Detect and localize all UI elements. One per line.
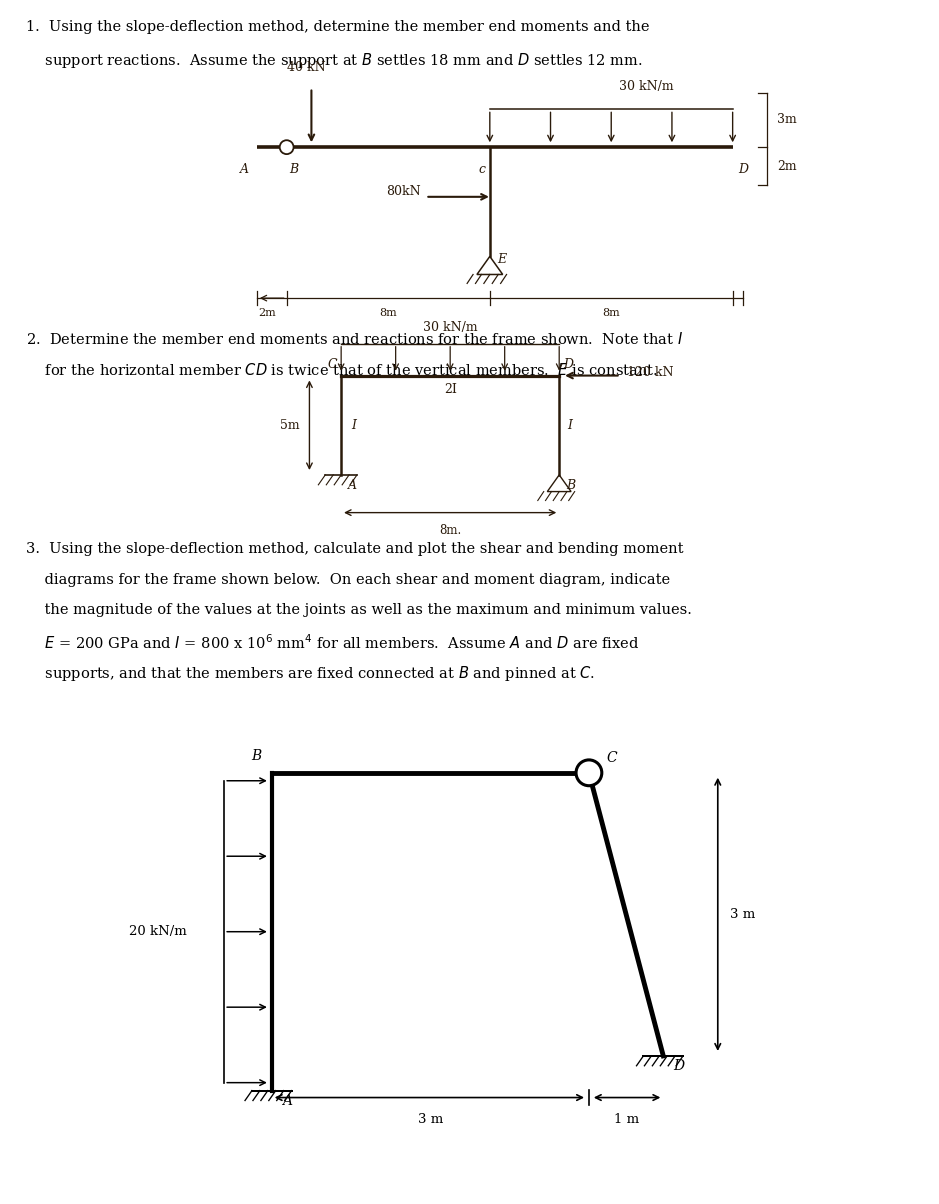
Text: 30 kN/m: 30 kN/m [423, 321, 478, 334]
Text: 3.  Using the slope-deflection method, calculate and plot the shear and bending : 3. Using the slope-deflection method, ca… [26, 543, 684, 556]
Text: 8m.: 8m. [439, 524, 461, 537]
Text: diagrams for the frame shown below.  On each shear and moment diagram, indicate: diagrams for the frame shown below. On e… [26, 573, 670, 586]
Text: 1 m: 1 m [613, 1114, 639, 1127]
Text: 3 m: 3 m [730, 908, 755, 921]
Text: B: B [252, 749, 262, 763]
Text: 30 kN/m: 30 kN/m [619, 79, 673, 93]
Text: support reactions.  Assume the support at $B$ settles 18 mm and $D$ settles 12 m: support reactions. Assume the support at… [26, 51, 642, 70]
Text: 2I: 2I [444, 383, 456, 396]
Text: E: E [497, 253, 506, 266]
Text: A: A [240, 163, 249, 176]
Text: D: D [739, 163, 748, 176]
Text: 2m: 2m [258, 308, 276, 318]
Text: C: C [328, 358, 337, 371]
Text: B: B [289, 163, 299, 176]
Text: D: D [673, 1058, 685, 1073]
Text: A: A [282, 1093, 292, 1108]
Text: C: C [607, 751, 618, 765]
Circle shape [280, 140, 294, 154]
Text: supports, and that the members are fixed connected at $B$ and pinned at $C$.: supports, and that the members are fixed… [26, 663, 595, 683]
Circle shape [576, 760, 602, 786]
Text: 80kN: 80kN [386, 185, 421, 199]
Text: 3 m: 3 m [418, 1114, 443, 1127]
Text: D: D [563, 358, 573, 371]
Text: 20 kN/m: 20 kN/m [129, 925, 187, 938]
Text: 3m: 3m [777, 113, 797, 126]
Text: 8m: 8m [379, 308, 397, 318]
Text: B: B [566, 479, 576, 492]
Text: 120 kN: 120 kN [626, 366, 673, 379]
Text: 5m: 5m [280, 419, 300, 432]
Text: for the horizontal member $CD$ is twice that of the vertical members.  $E$ is co: for the horizontal member $CD$ is twice … [26, 361, 657, 378]
Text: $E$ = 200 GPa and $I$ = 800 x 10$^6$ mm$^4$ for all members.  Assume $A$ and $D$: $E$ = 200 GPa and $I$ = 800 x 10$^6$ mm$… [26, 633, 639, 653]
Text: A: A [348, 479, 357, 492]
Text: 40 kN: 40 kN [287, 60, 326, 73]
Text: c: c [479, 163, 485, 176]
Text: the magnitude of the values at the joints as well as the maximum and minimum val: the magnitude of the values at the joint… [26, 603, 692, 616]
Text: 2.  Determine the member end moments and reactions for the frame shown.  Note th: 2. Determine the member end moments and … [26, 331, 683, 347]
Text: 2m: 2m [777, 160, 797, 172]
Text: I: I [351, 419, 356, 432]
Text: 8m: 8m [602, 308, 620, 318]
Text: 1.  Using the slope-deflection method, determine the member end moments and the: 1. Using the slope-deflection method, de… [26, 20, 650, 34]
Text: I: I [567, 419, 572, 432]
